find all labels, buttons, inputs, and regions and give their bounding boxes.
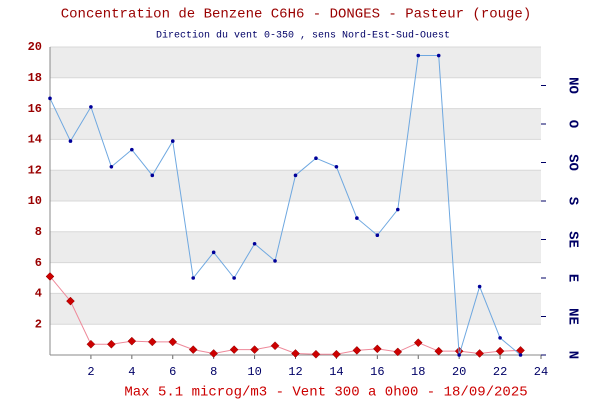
data-point — [170, 139, 175, 143]
data-point — [372, 344, 382, 354]
y-tick-label: 10 — [28, 194, 42, 208]
grid-band — [50, 293, 541, 325]
data-point — [495, 346, 505, 356]
data-point — [150, 173, 155, 178]
data-point — [311, 349, 321, 359]
data-point — [89, 105, 93, 109]
data-point — [191, 276, 196, 280]
y2-tick-label: O — [564, 120, 580, 128]
y-tick-label: 6 — [35, 256, 42, 270]
data-point — [291, 349, 300, 358]
data-point — [413, 338, 423, 348]
data-point — [127, 336, 137, 346]
data-point — [188, 345, 198, 354]
y-tick-label: 14 — [28, 133, 42, 147]
data-point — [477, 284, 482, 289]
y-tick-label: 2 — [35, 317, 42, 331]
y-tick-label: 18 — [28, 71, 42, 85]
x-tick-label: 20 — [452, 365, 466, 379]
data-point — [168, 337, 178, 347]
data-point — [211, 250, 216, 255]
grid-band — [50, 47, 541, 78]
y-tick-label: 16 — [28, 102, 42, 116]
data-point — [518, 353, 523, 357]
data-point — [375, 233, 380, 238]
data-point — [48, 96, 52, 101]
y2-tick-label: SO — [564, 154, 580, 171]
data-point — [498, 336, 502, 340]
y2-tick-label: S — [564, 197, 580, 205]
data-point — [273, 259, 277, 263]
data-point — [147, 337, 157, 347]
grid-band — [50, 108, 541, 140]
data-point — [355, 216, 359, 220]
chart-footer: Max 5.1 microg/m3 - Vent 300 a 0h00 - 18… — [124, 385, 527, 400]
data-point — [68, 139, 73, 143]
x-tick-label: 8 — [210, 365, 217, 379]
data-point — [209, 349, 219, 358]
data-point — [45, 272, 55, 281]
y-tick-label: 4 — [35, 287, 42, 301]
data-point — [314, 156, 318, 161]
data-point — [232, 276, 236, 280]
y2-tick-label: N — [564, 351, 580, 359]
x-tick-label: 18 — [411, 365, 425, 379]
data-point — [334, 164, 339, 169]
data-point — [130, 147, 134, 152]
y-tick-label: 12 — [28, 163, 42, 177]
y-tick-label: 8 — [35, 225, 42, 239]
x-tick-label: 4 — [128, 365, 135, 379]
data-point — [293, 173, 298, 178]
x-tick-label: 10 — [247, 365, 261, 379]
x-tick-label: 22 — [493, 365, 507, 379]
x-tick-label: 2 — [87, 365, 94, 379]
y2-tick-label: E — [564, 274, 580, 282]
x-tick-label: 6 — [169, 365, 176, 379]
data-point — [416, 53, 421, 58]
data-point — [352, 346, 362, 355]
chart-subtitle: Direction du vent 0-350 , sens Nord-Est-… — [156, 30, 450, 42]
data-point — [434, 346, 444, 356]
y-tick-label: 20 — [28, 40, 42, 54]
plot-background — [50, 47, 541, 325]
y2-tick-label: NO — [564, 77, 580, 94]
x-tick-label: 24 — [534, 365, 548, 379]
data-point — [393, 347, 403, 357]
data-point — [66, 296, 75, 306]
data-point — [457, 353, 461, 357]
x-tick-label: 16 — [370, 365, 384, 379]
chart-title: Concentration de Benzene C6H6 - DONGES -… — [61, 7, 531, 23]
data-point — [229, 345, 239, 354]
data-point — [107, 339, 116, 349]
y2-tick-label: SE — [564, 231, 580, 248]
data-point — [475, 349, 484, 358]
data-point — [86, 339, 96, 349]
x-tick-label: 14 — [329, 365, 343, 379]
grid-band — [50, 231, 541, 263]
data-point — [250, 345, 259, 354]
x-tick-label: 12 — [288, 365, 302, 379]
data-point — [252, 241, 257, 246]
data-point — [270, 341, 280, 351]
data-point — [436, 53, 441, 58]
data-point — [395, 207, 400, 212]
data-point — [109, 164, 114, 169]
y2-tick-label: NE — [564, 308, 580, 325]
series-line — [49, 55, 521, 356]
data-point — [332, 349, 341, 359]
